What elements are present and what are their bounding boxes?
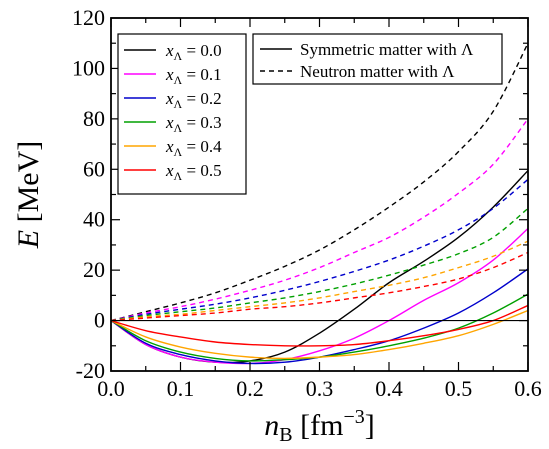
legend-subscript: Λ <box>174 169 183 183</box>
x-axis-symbol: n <box>264 409 279 442</box>
y-axis-title: E [MeV] <box>12 141 45 249</box>
x-axis-unit-exponent: −3 <box>343 406 364 428</box>
x-axis-unit: [fm <box>293 409 344 442</box>
x-tick-label: 0.0 <box>97 376 125 401</box>
y-tick-label: 0 <box>94 308 105 333</box>
curves-layer <box>110 42 529 365</box>
x-axis-title: nB [fm−3] <box>264 406 374 446</box>
legend-value: = 0.2 <box>182 89 221 108</box>
series-line-neutron-0-4 <box>110 240 529 322</box>
y-tick-label: 100 <box>72 55 105 80</box>
legend-subscript: Λ <box>174 145 183 159</box>
y-tick-label: 60 <box>83 156 105 181</box>
y-axis-unit: [MeV] <box>12 141 45 230</box>
x-tick-label: 0.1 <box>167 376 195 401</box>
legend-label: xΛ = 0.5 <box>165 161 222 183</box>
legend-subscript: Λ <box>174 49 183 63</box>
series-line-symmetric-0-2 <box>110 268 529 365</box>
legend-symbol: x <box>165 41 174 60</box>
legend-label: xΛ = 0.2 <box>165 89 222 111</box>
series-line-neutron-0-3 <box>110 207 529 322</box>
legend-color-box <box>117 33 247 195</box>
x-tick-label: 0.5 <box>445 376 473 401</box>
legend-style-label: Neutron matter with Λ <box>300 62 455 81</box>
x-tick-label: 0.6 <box>514 376 542 401</box>
legend-value: = 0.1 <box>182 65 221 84</box>
y-axis-symbol: E <box>12 230 45 249</box>
series-line-symmetric-0-5 <box>110 304 529 347</box>
ticks-layer: 0.0 0.1 0.2 0.3 0.4 0.5 0.6 -20 0 20 40 60 80 100 120 <box>72 5 542 401</box>
y-tick-label: 120 <box>72 5 105 30</box>
x-axis-subscript: B <box>279 424 292 446</box>
legend-subscript: Λ <box>174 73 183 87</box>
legend-value: = 0.4 <box>182 137 222 156</box>
legend-value: = 0.5 <box>182 161 221 180</box>
legend-symbol: x <box>165 161 174 180</box>
series-line-symmetric-0-4 <box>110 309 529 360</box>
y-tick-label: 20 <box>83 257 105 282</box>
series-line-symmetric-0-1 <box>110 228 529 365</box>
legend-label: xΛ = 0.4 <box>165 137 222 159</box>
x-axis-unit-close: ] <box>365 409 375 442</box>
legend-label: xΛ = 0.3 <box>165 113 222 135</box>
x-tick-label: 0.4 <box>375 376 403 401</box>
legend-value: = 0.0 <box>182 41 221 60</box>
x-tick-label: 0.2 <box>236 376 264 401</box>
legend-symbol: x <box>165 65 174 84</box>
series-line-neutron-0-1 <box>110 118 529 322</box>
legend-style-label: Symmetric matter with Λ <box>300 40 474 59</box>
series-line-neutron-0-2 <box>110 178 529 322</box>
legend-style-box <box>252 33 503 85</box>
legend-symbol: x <box>165 137 174 156</box>
plot-frame <box>110 17 529 372</box>
legend-label: xΛ = 0.1 <box>165 65 222 87</box>
legend-subscript: Λ <box>174 121 183 135</box>
legend-color: xΛ = 0.0xΛ = 0.1xΛ = 0.2xΛ = 0.3xΛ = 0.4… <box>117 33 247 195</box>
legend-symbol: x <box>165 113 174 132</box>
legend-symbol: x <box>165 89 174 108</box>
y-tick-label: -20 <box>76 358 105 383</box>
x-tick-label: 0.3 <box>306 376 334 401</box>
series-line-neutron-0-5 <box>110 251 529 322</box>
legend-label: xΛ = 0.0 <box>165 41 222 63</box>
legend-style: Symmetric matter with Λ Neutron matter wi… <box>252 33 503 85</box>
y-tick-label: 80 <box>83 106 105 131</box>
legend-value: = 0.3 <box>182 113 221 132</box>
legend-subscript: Λ <box>174 97 183 111</box>
y-tick-label: 40 <box>83 207 105 232</box>
series-line-neutron-0 <box>110 42 529 322</box>
axis-titles: nB [fm−3] E [MeV] <box>12 141 375 446</box>
